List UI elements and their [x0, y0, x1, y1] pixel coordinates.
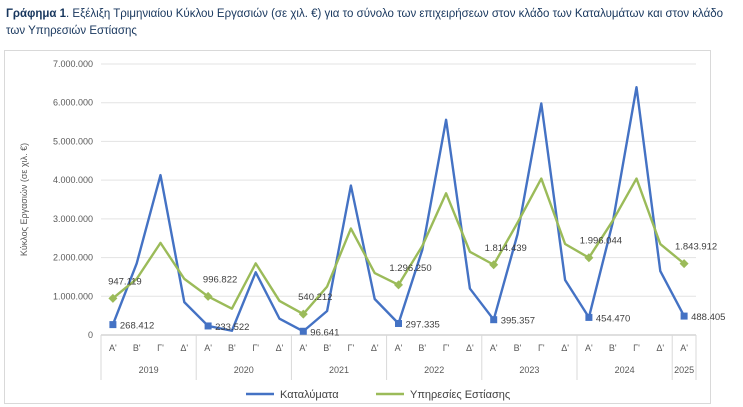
data-label: 996.822 — [203, 274, 237, 285]
series-marker — [490, 316, 498, 324]
x-axis: Α' Β' Γ' Δ' Α' Β' Γ' Δ' Α' Β' Γ' Δ' Α' Β' Γ' Δ' Α' Β' Γ' Δ'… — [100, 335, 697, 380]
x-tick-label: Γ' — [157, 343, 164, 353]
series-marker — [204, 322, 212, 330]
series-marker — [395, 319, 402, 327]
x-tick-label: Γ' — [538, 343, 545, 353]
y-axis-ticks: 0 1.000.000 2.000.000 3.000.000 4.000.000 5.0… — [53, 59, 93, 340]
data-label: 233.522 — [215, 322, 249, 333]
data-label: 1.996.044 — [580, 236, 622, 247]
series-lines — [111, 86, 686, 333]
y-tick-label: 6.000.000 — [53, 98, 93, 108]
x-tick-label: Β' — [418, 343, 426, 353]
y-tick-label: 7.000.000 — [53, 59, 93, 69]
data-label: 395.357 — [501, 316, 535, 327]
x-tick-label: Α' — [395, 343, 403, 353]
x-tick-label: Α' — [109, 343, 117, 353]
series-marker — [584, 253, 594, 263]
x-tick-label: Γ' — [633, 343, 640, 353]
x-tick-label: Β' — [323, 343, 331, 353]
legend-label: Υπηρεσίες Εστίασης — [410, 389, 510, 401]
year-label: 2025 — [674, 365, 694, 375]
year-label: 2023 — [519, 365, 539, 375]
legend-label: Καταλύματα — [280, 389, 339, 401]
x-tick-label: Α' — [299, 343, 307, 353]
y-tick-label: 2.000.000 — [53, 253, 93, 263]
data-label: 540.212 — [298, 292, 332, 303]
data-label: 947.119 — [108, 276, 142, 287]
data-label: 454.470 — [596, 313, 630, 324]
x-tick-label: Α' — [680, 343, 688, 353]
series-line-0 — [111, 86, 686, 333]
series-marker — [585, 313, 593, 321]
x-tick-label: Β' — [609, 343, 617, 353]
x-tick-label: Δ' — [466, 343, 474, 353]
year-label: 2019 — [139, 365, 159, 375]
chart-title: Γράφημα 1. Εξέλιξη Τριμηνιαίου Κύκλου Ερ… — [6, 6, 731, 40]
series-marker — [680, 312, 688, 320]
y-axis-label: Κύκλος Εργασιών (σε χιλ. €) — [19, 143, 29, 256]
x-tick-label: Β' — [514, 343, 522, 353]
year-label: 2021 — [329, 365, 349, 375]
x-tick-label: Δ' — [180, 343, 188, 353]
x-tick-label: Γ' — [443, 343, 450, 353]
x-tick-label: Γ' — [252, 343, 259, 353]
x-tick-label: Δ' — [656, 343, 664, 353]
series-marker — [489, 260, 499, 270]
year-label: 2024 — [615, 365, 635, 375]
x-tick-label: Β' — [133, 343, 141, 353]
y-tick-label: 5.000.000 — [53, 136, 93, 146]
chart-frame — [4, 50, 711, 404]
data-label: 268.412 — [120, 321, 154, 332]
data-label: 297.335 — [406, 319, 440, 330]
series-marker — [679, 259, 689, 269]
series-markers — [108, 253, 689, 335]
data-label: 488.405 — [691, 312, 725, 323]
series-marker — [108, 293, 118, 303]
x-tick-label: Δ' — [371, 343, 379, 353]
y-tick-label: 4.000.000 — [53, 175, 93, 185]
series-marker — [203, 291, 213, 301]
x-tick-label: Α' — [204, 343, 212, 353]
y-tick-label: 3.000.000 — [53, 214, 93, 224]
series-marker — [299, 327, 307, 335]
x-tick-label: Α' — [585, 343, 593, 353]
year-label: 2022 — [424, 365, 444, 375]
gridlines — [101, 63, 696, 336]
x-tick-label: Δ' — [561, 343, 569, 353]
series-marker — [394, 280, 403, 290]
chart-title-text: . Εξέλιξη Τριμηνιαίου Κύκλου Εργασιών (σ… — [6, 8, 724, 37]
x-tick-label: Α' — [490, 343, 498, 353]
series-marker — [109, 321, 117, 329]
year-label: 2020 — [234, 365, 254, 375]
y-tick-label: 1.000.000 — [53, 291, 93, 301]
series-marker — [298, 309, 308, 319]
x-tick-label: Γ' — [348, 343, 355, 353]
data-labels: 268.412 233.522 96.641 297.335 395.357 454.47… — [108, 236, 725, 339]
data-label: 1.814.439 — [485, 243, 527, 254]
legend: Καταλύματα Υπηρεσίες Εστίασης — [246, 389, 510, 401]
data-label: 1.843.912 — [675, 242, 717, 253]
chart-title-prefix: Γράφημα 1 — [6, 8, 67, 20]
x-tick-label: Β' — [228, 343, 236, 353]
x-tick-label: Δ' — [276, 343, 284, 353]
data-label: 96.641 — [310, 327, 339, 338]
data-label: 1.296.250 — [389, 263, 431, 274]
y-tick-label: 0 — [88, 330, 93, 340]
